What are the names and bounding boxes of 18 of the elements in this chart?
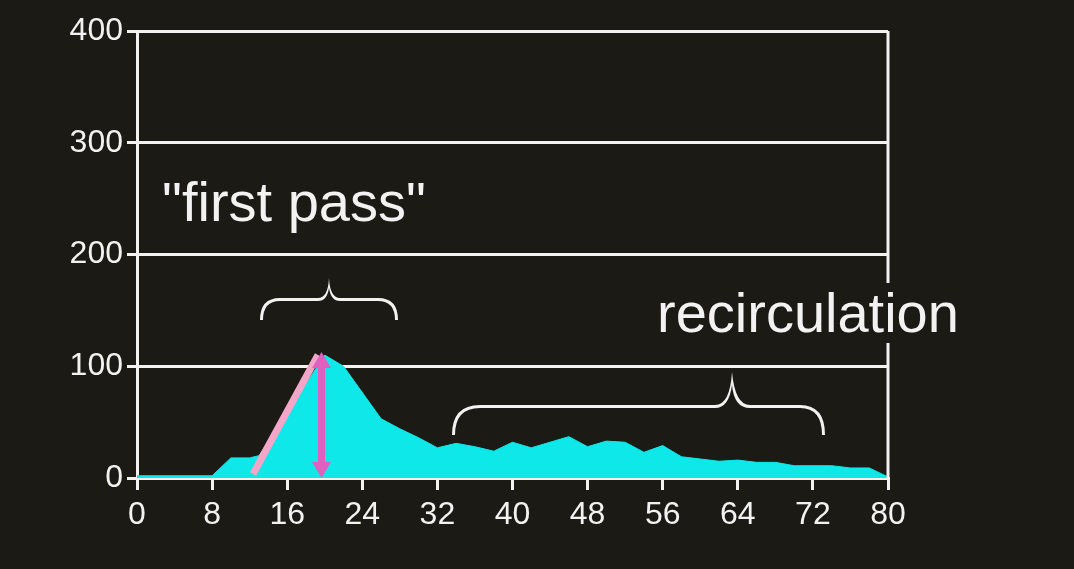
- x-tick-label: 80: [870, 495, 906, 532]
- x-tick-label: 56: [644, 495, 681, 532]
- y-tick-label: 300: [69, 122, 123, 159]
- y-tick-label: 100: [69, 346, 123, 383]
- annotation: "first pass": [162, 170, 426, 233]
- y-tick-label: 0: [105, 457, 123, 494]
- x-tick-label: 40: [494, 495, 531, 532]
- y-tick-label: 400: [69, 10, 123, 47]
- x-tick-label: 24: [344, 495, 381, 532]
- x-tick-label: 0: [128, 495, 146, 532]
- x-tick-label: 8: [203, 495, 221, 532]
- x-tick-label: 72: [795, 495, 831, 532]
- x-tick-label: 16: [269, 495, 305, 532]
- annotation: recirculation: [657, 281, 959, 344]
- x-tick-label: 64: [720, 495, 756, 532]
- x-tick-label: 48: [569, 495, 606, 532]
- y-tick-label: 200: [69, 234, 123, 271]
- x-tick-label: 32: [419, 495, 456, 532]
